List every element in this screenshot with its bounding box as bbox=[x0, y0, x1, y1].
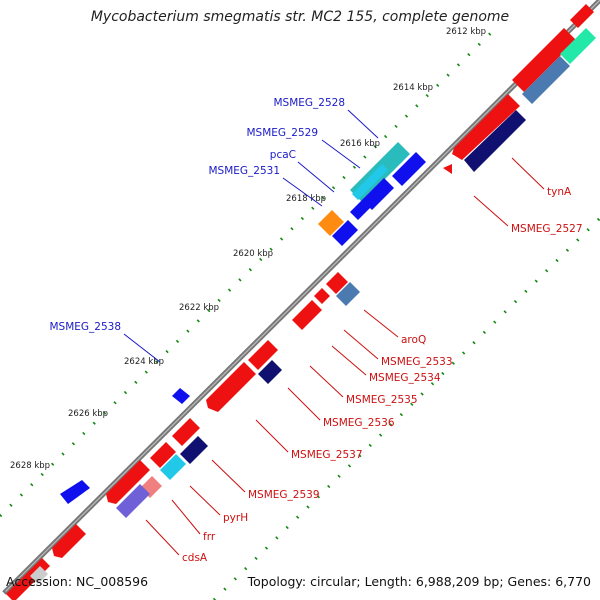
gene-arrow[interactable] bbox=[318, 210, 344, 236]
label-leader-line bbox=[473, 195, 509, 227]
gene-label[interactable]: MSMEG_2536 bbox=[323, 417, 395, 429]
gene-arrow[interactable] bbox=[570, 4, 594, 28]
gene-arrow[interactable] bbox=[206, 362, 256, 412]
inner-tick-ring bbox=[212, 216, 600, 600]
gene-arrow[interactable] bbox=[150, 442, 176, 468]
gene-arrow[interactable] bbox=[180, 436, 208, 464]
label-leader-line bbox=[309, 365, 344, 398]
gene-label[interactable]: MSMEG_2529 bbox=[246, 127, 318, 139]
forward-genes bbox=[6, 4, 594, 600]
gene-label[interactable]: MSMEG_2539 bbox=[248, 489, 320, 501]
inner-genes bbox=[60, 28, 596, 518]
gene-arrow[interactable] bbox=[352, 164, 388, 200]
label-leader-line bbox=[145, 519, 180, 556]
scale-tick-label: 2622 kbp bbox=[179, 303, 219, 313]
label-leader-line bbox=[123, 333, 161, 363]
gene-arrow[interactable] bbox=[314, 288, 330, 304]
gene-arrow[interactable] bbox=[336, 282, 360, 306]
gene-label[interactable]: MSMEG_2528 bbox=[273, 97, 345, 109]
gene-label[interactable]: pyrH bbox=[223, 512, 248, 524]
gene-arrow[interactable] bbox=[172, 418, 200, 446]
gene-label[interactable]: aroQ bbox=[401, 334, 426, 346]
label-leader-line bbox=[347, 109, 379, 139]
label-leader-line bbox=[297, 161, 335, 193]
gene-arrow[interactable] bbox=[60, 480, 90, 504]
gene-label[interactable]: MSMEG_2534 bbox=[369, 372, 441, 384]
scale-tick-label: 2616 kbp bbox=[340, 139, 380, 149]
label-leader-line bbox=[189, 485, 221, 516]
label-leader-line bbox=[255, 419, 289, 453]
gene-arrow[interactable] bbox=[392, 152, 426, 186]
label-leader-line bbox=[171, 499, 201, 535]
gene-arrow[interactable] bbox=[332, 220, 358, 246]
gene-arrow[interactable] bbox=[326, 272, 348, 294]
gene-label[interactable]: MSMEG_2538 bbox=[49, 321, 121, 333]
label-leader-line bbox=[331, 345, 367, 376]
gene-arrow[interactable] bbox=[464, 110, 526, 172]
gene-label[interactable]: pcaC bbox=[270, 149, 296, 161]
scale-tick-label: 2612 kbp bbox=[446, 27, 486, 37]
gene-arrow[interactable] bbox=[350, 198, 372, 220]
scale-tick-label: 2614 kbp bbox=[393, 83, 433, 93]
label-leader-line bbox=[343, 329, 379, 360]
accession-text: Accession: NC_008596 bbox=[6, 574, 149, 589]
gene-label[interactable]: MSMEG_2527 bbox=[511, 223, 583, 235]
gene-label[interactable]: MSMEG_2533 bbox=[381, 356, 453, 368]
label-leader-line bbox=[321, 139, 361, 169]
gene-arrow[interactable] bbox=[116, 484, 150, 518]
gene-arrow[interactable] bbox=[172, 388, 190, 404]
gene-arrow[interactable] bbox=[258, 360, 282, 384]
scale-tick-label: 2620 kbp bbox=[233, 249, 273, 259]
gene-arrow[interactable] bbox=[52, 524, 86, 558]
label-leader-line bbox=[287, 387, 321, 421]
gene-arrow[interactable] bbox=[522, 56, 570, 104]
scale-tick-label: 2624 kbp bbox=[124, 357, 164, 367]
map-title: Mycobacterium smegmatis str. MC2 155, co… bbox=[90, 9, 510, 25]
gene-label[interactable]: cdsA bbox=[182, 552, 208, 564]
scale-tick-label: 2628 kbp bbox=[10, 461, 50, 471]
gene-arrow[interactable] bbox=[248, 340, 278, 370]
gene-arrow[interactable] bbox=[160, 454, 186, 480]
summary-text: Topology: circular; Length: 6,988,209 bp… bbox=[247, 574, 591, 589]
gene-arrow[interactable] bbox=[512, 28, 576, 92]
gene-arrow[interactable] bbox=[362, 178, 394, 210]
gene-arrow[interactable] bbox=[452, 94, 520, 160]
gene-arrow bbox=[30, 566, 48, 584]
gene-label[interactable]: frr bbox=[203, 531, 216, 543]
scale-tick-label: 2626 kbp bbox=[68, 409, 108, 419]
gene-labels: MSMEG_2528 MSMEG_2529 pcaC MSMEG_2531 MSMEG_… bbox=[49, 97, 582, 564]
label-leader-line bbox=[282, 177, 323, 207]
scale-tick-label: 2618 kbp bbox=[286, 194, 326, 204]
gene-label[interactable]: MSMEG_2535 bbox=[346, 394, 418, 406]
gene-label[interactable]: MSMEG_2531 bbox=[208, 165, 280, 177]
label-leader-line bbox=[363, 309, 399, 338]
gene-arrow bbox=[443, 164, 452, 174]
gene-arrow[interactable] bbox=[106, 460, 150, 504]
outer-tick-ring bbox=[0, 24, 500, 518]
gene-arrow[interactable] bbox=[560, 28, 596, 64]
gene-arrow[interactable] bbox=[292, 300, 322, 330]
label-leader-line bbox=[211, 459, 246, 493]
gene-label[interactable]: tynA bbox=[547, 186, 572, 198]
label-leader-line bbox=[511, 157, 545, 190]
tick-labels: 2612 kbp 2614 kbp 2616 kbp 2618 kbp 2620 kbp… bbox=[10, 27, 486, 471]
gene-label[interactable]: MSMEG_2537 bbox=[291, 449, 363, 461]
